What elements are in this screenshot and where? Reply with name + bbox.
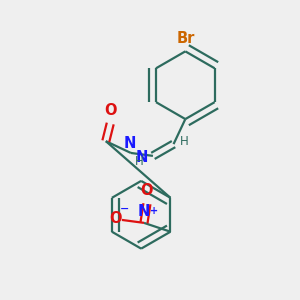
Text: O: O [109,211,122,226]
Text: N: N [135,150,148,165]
Text: −: − [120,203,129,214]
Text: H: H [180,135,189,148]
Text: +: + [151,206,159,215]
Text: N: N [123,136,136,152]
Text: H: H [135,155,143,168]
Text: N: N [138,204,150,219]
Text: Br: Br [176,31,194,46]
Text: O: O [141,183,153,198]
Text: O: O [104,103,116,118]
